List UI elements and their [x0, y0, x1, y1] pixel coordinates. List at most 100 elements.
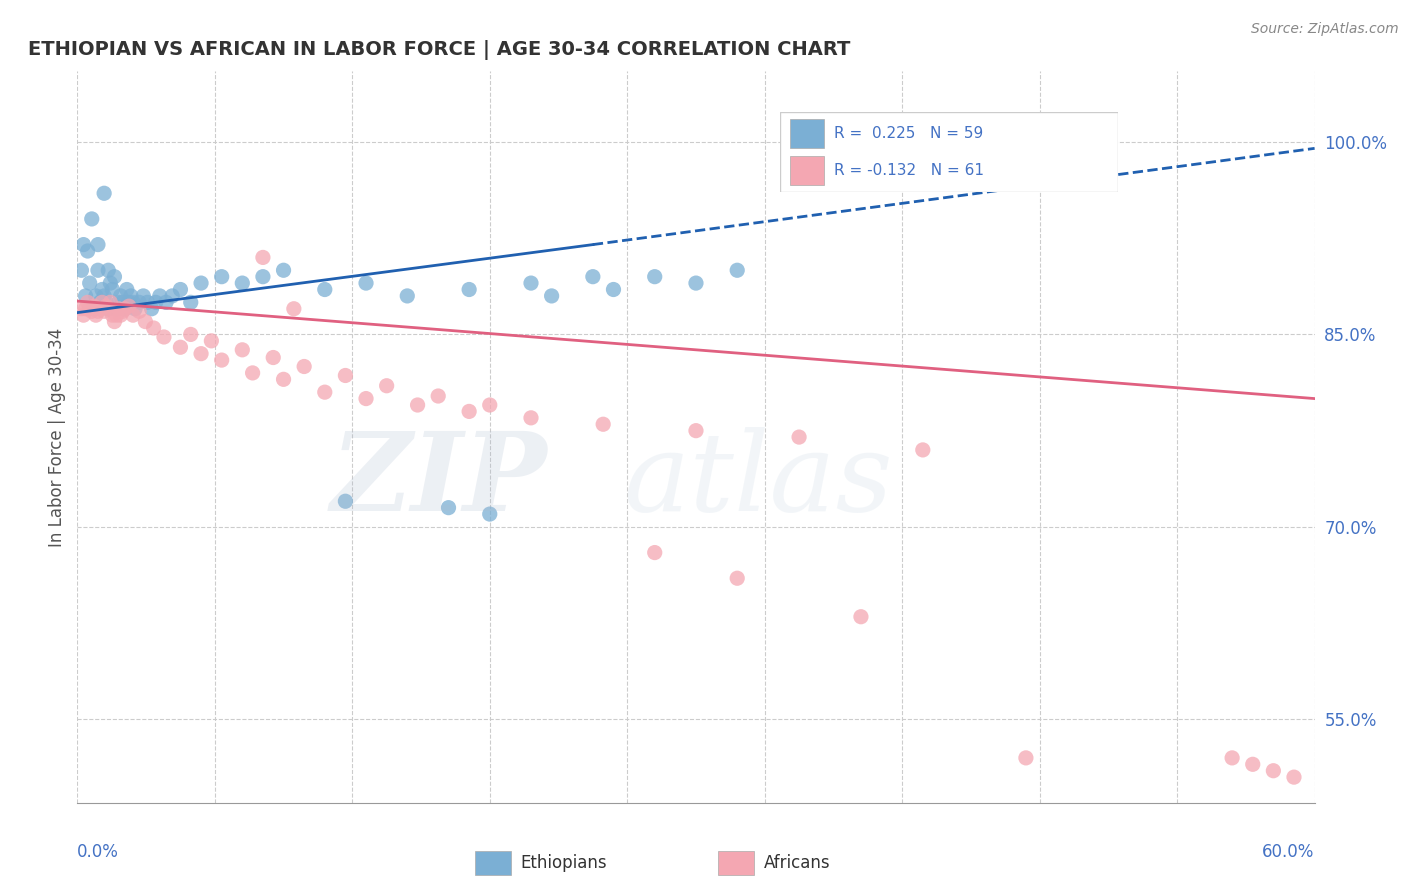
Point [79, 301, 101, 316]
Point [114, 301, 136, 316]
Point [335, 494, 357, 508]
Point [93, 289, 115, 303]
Point [89, 295, 111, 310]
Point [120, 289, 142, 303]
Text: atlas: atlas [623, 427, 893, 534]
Point [1263, 764, 1285, 778]
Point [80, 304, 103, 318]
Text: ETHIOPIAN VS AFRICAN IN LABOR FORCE | AGE 30-34 CORRELATION CHART: ETHIOPIAN VS AFRICAN IN LABOR FORCE | AG… [28, 39, 851, 60]
Point [1015, 751, 1038, 765]
Point [128, 295, 150, 310]
Point [96, 295, 118, 310]
Point [98, 276, 121, 290]
Point [180, 295, 202, 310]
Point [725, 571, 748, 585]
Point [458, 404, 481, 418]
Point [211, 269, 233, 284]
Point [89, 301, 111, 316]
Point [292, 359, 315, 374]
Point [314, 385, 336, 400]
Point [97, 301, 120, 316]
Text: R =  0.225   N = 59: R = 0.225 N = 59 [834, 126, 984, 141]
Point [72, 308, 94, 322]
Point [231, 343, 253, 357]
Point [644, 269, 666, 284]
Point [1220, 751, 1243, 765]
Point [685, 276, 707, 290]
Point [145, 295, 167, 310]
Point [93, 304, 115, 318]
Text: R = -0.132   N = 61: R = -0.132 N = 61 [834, 162, 984, 178]
Point [262, 351, 284, 365]
Point [141, 301, 163, 316]
Point [155, 295, 177, 310]
Point [520, 276, 543, 290]
Point [582, 269, 605, 284]
Point [231, 276, 253, 290]
Point [105, 308, 128, 322]
Point [87, 263, 110, 277]
Point [118, 299, 141, 313]
Point [169, 283, 191, 297]
Point [87, 304, 110, 318]
Point [124, 301, 146, 316]
Point [375, 378, 398, 392]
Point [103, 269, 125, 284]
Point [87, 237, 110, 252]
Point [83, 299, 105, 313]
Point [115, 283, 138, 297]
Point [478, 507, 501, 521]
Point [211, 353, 233, 368]
Point [128, 304, 150, 318]
Point [1282, 770, 1305, 784]
Point [283, 301, 305, 316]
Point [592, 417, 614, 432]
Point [91, 295, 114, 310]
Point [252, 269, 274, 284]
FancyBboxPatch shape [790, 119, 824, 147]
Point [427, 389, 450, 403]
Point [111, 304, 134, 318]
Point [122, 308, 145, 322]
FancyBboxPatch shape [475, 851, 510, 875]
Point [396, 289, 419, 303]
Point [75, 301, 97, 316]
Point [75, 289, 97, 303]
Text: Ethiopians: Ethiopians [520, 854, 607, 872]
Point [136, 295, 159, 310]
Point [72, 237, 94, 252]
Point [76, 295, 98, 310]
Point [200, 334, 222, 348]
Point [273, 372, 295, 386]
Point [142, 321, 165, 335]
Point [105, 301, 128, 316]
Point [725, 263, 748, 277]
Point [252, 251, 274, 265]
Point [242, 366, 264, 380]
Point [132, 289, 155, 303]
FancyBboxPatch shape [790, 155, 824, 185]
Point [190, 276, 212, 290]
Point [153, 330, 176, 344]
Point [107, 301, 129, 316]
Point [110, 289, 132, 303]
Point [911, 442, 934, 457]
Text: 60.0%: 60.0% [1263, 843, 1315, 861]
Point [84, 308, 107, 322]
Point [478, 398, 501, 412]
Point [354, 276, 377, 290]
Point [458, 283, 481, 297]
Point [83, 301, 105, 316]
Point [134, 315, 156, 329]
Point [76, 244, 98, 258]
Point [91, 283, 114, 297]
Point [97, 301, 120, 316]
Point [79, 276, 101, 290]
FancyBboxPatch shape [718, 851, 754, 875]
Point [520, 410, 543, 425]
Point [107, 295, 129, 310]
Point [97, 263, 120, 277]
Y-axis label: In Labor Force | Age 30-34: In Labor Force | Age 30-34 [48, 327, 66, 547]
Point [685, 424, 707, 438]
Point [96, 299, 118, 313]
